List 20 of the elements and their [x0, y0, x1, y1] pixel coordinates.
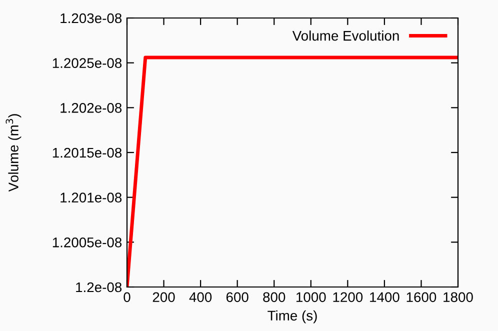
- y-axis-title: Volume (m$^{3}$): [6, 114, 22, 192]
- x-tick-label: 800: [263, 292, 286, 302]
- y-tick-label: 1.203e-08: [60, 13, 122, 24]
- x-tick-label: 400: [189, 292, 212, 302]
- x-tick-label: 1800: [444, 292, 473, 302]
- x-tick-label: 1400: [370, 292, 400, 302]
- y-tick-label: 1.2025e-08: [52, 58, 122, 68]
- x-tick-label: 1200: [333, 292, 363, 302]
- x-tick-label: 200: [152, 292, 175, 302]
- y-tick-label: 1.202e-08: [60, 103, 122, 113]
- x-tick-label: 600: [226, 292, 248, 302]
- x-axis-title: Time (s): [268, 310, 317, 324]
- legend-label: Volume Evolution: [292, 30, 399, 41]
- x-tick-label: 0: [124, 292, 130, 302]
- y-tick-label: 1.2e-08: [76, 282, 122, 292]
- x-tick-label: 1000: [296, 292, 326, 302]
- y-tick-label: 1.201e-08: [60, 192, 122, 203]
- y-tick-label: 1.2005e-08: [52, 238, 122, 248]
- x-tick-label: 1600: [406, 292, 436, 302]
- y-tick-label: 1.2015e-08: [52, 148, 122, 158]
